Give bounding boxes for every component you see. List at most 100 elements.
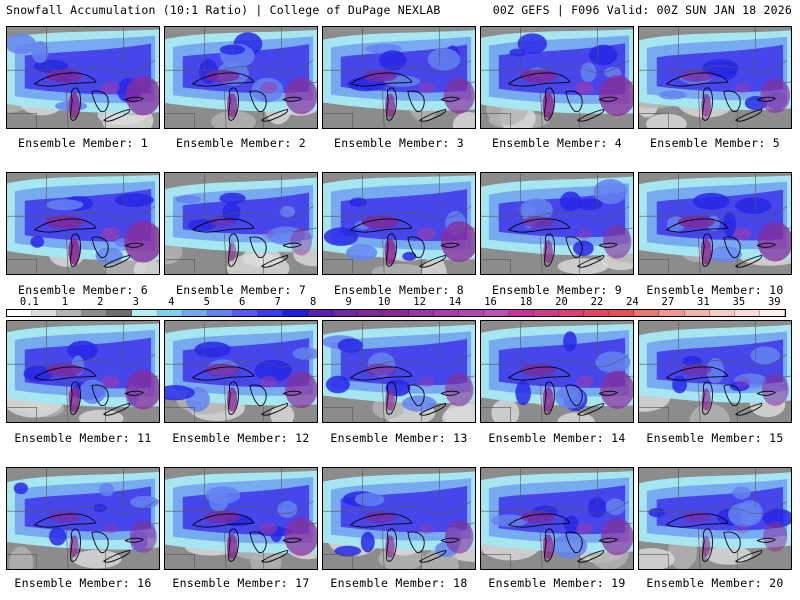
snowfall-map: [165, 173, 317, 274]
snow-blob: [580, 62, 597, 83]
ensemble-member-map: [638, 26, 792, 129]
legend-color-swatch: [458, 310, 484, 316]
state-border: [65, 526, 69, 569]
legend-color-swatch: [383, 310, 409, 316]
great-lake-outline: [598, 96, 619, 102]
legend-tick-label: 8: [309, 296, 317, 308]
state-border: [380, 206, 472, 220]
ensemble-member-caption: Ensemble Member: 6: [17, 283, 149, 297]
lake-effect-superior: [681, 511, 711, 523]
great-lake-outline: [598, 242, 619, 248]
snow-blob: [48, 527, 67, 546]
snow-blob: [30, 235, 45, 248]
great-lake-outline: [419, 108, 447, 122]
state-border: [767, 227, 791, 233]
legend-color-swatch: [182, 310, 208, 316]
snow-blob: [130, 495, 159, 509]
heavy-snow-east: [124, 220, 159, 263]
heavy-snow-core: [418, 82, 435, 94]
legend-color-swatch: [358, 310, 384, 316]
light-snow-area: [639, 548, 675, 569]
heavy-snow-east: [761, 373, 789, 406]
great-lake-outline: [723, 531, 741, 554]
great-lake-outline: [565, 531, 583, 554]
state-border: [539, 379, 543, 422]
snow-blob: [573, 240, 594, 256]
heavy-snow-core: [260, 375, 278, 388]
great-lake-outline: [544, 528, 555, 562]
state-border: [135, 81, 159, 87]
light-snow-area: [9, 546, 34, 569]
state-border: [451, 375, 475, 381]
legend-tick-label: 1: [61, 296, 69, 308]
great-lake-outline: [191, 513, 255, 528]
legend-color-swatch: [308, 310, 334, 316]
snowfall-map: [7, 27, 159, 128]
snowfall-map: [481, 468, 633, 569]
snow-blob: [360, 531, 375, 553]
light-snow-area: [78, 409, 124, 422]
heavy-snow-core: [419, 523, 435, 535]
light-snow-area: [646, 113, 687, 128]
state-border: [609, 227, 633, 233]
great-lake-outline: [249, 384, 267, 407]
great-lake-outline: [440, 242, 461, 248]
legend-color-swatch: [283, 310, 309, 316]
legend-tick-label: 5: [203, 296, 210, 308]
snow-blob: [13, 482, 28, 495]
heavy-snow-core: [260, 81, 278, 94]
snow-blob: [732, 486, 751, 500]
great-lake-outline: [419, 402, 447, 416]
lake-effect-superior: [363, 70, 398, 83]
great-lake-outline: [702, 87, 713, 121]
great-lake-outline: [261, 108, 289, 122]
lake-effect-michigan: [68, 386, 80, 413]
state-border: [696, 354, 788, 368]
snowfall-map: [639, 173, 791, 274]
legend-tick-label: 14: [448, 296, 462, 308]
snow-blob: [266, 226, 305, 245]
heavy-snow-core: [259, 522, 278, 535]
great-lake-outline: [756, 537, 777, 543]
state-border: [481, 112, 511, 128]
snowfall-map: [165, 321, 317, 422]
great-lake-outline: [507, 513, 571, 528]
state-border: [165, 69, 225, 75]
snow-blob: [346, 244, 378, 261]
heavy-snow-core: [417, 227, 436, 241]
state-border: [223, 526, 227, 569]
state-border: [222, 354, 314, 368]
state-border: [293, 81, 317, 87]
state-border: [381, 526, 385, 569]
snow-blob: [722, 211, 737, 238]
snow-blob: [279, 205, 296, 218]
legend-tick-label: 39: [767, 296, 781, 308]
great-lake-outline: [228, 528, 239, 562]
state-border: [7, 69, 67, 75]
lake-effect-michigan: [226, 533, 238, 559]
legend-color-swatch: [584, 310, 610, 316]
legend-color-swatch: [609, 310, 635, 316]
ensemble-member-map: [6, 320, 160, 423]
great-lake-outline: [70, 87, 81, 121]
ensemble-member-map: [480, 320, 634, 423]
legend-color-swatch: [157, 310, 183, 316]
state-border: [135, 375, 159, 381]
ensemble-member-map: [322, 320, 476, 423]
great-lake-outline: [419, 254, 447, 268]
snow-blob: [114, 193, 154, 207]
great-lake-outline: [565, 236, 583, 259]
snowfall-map: [323, 27, 475, 128]
snow-blob: [219, 192, 246, 205]
legend-color-swatch: [207, 310, 233, 316]
great-lake-outline: [91, 90, 109, 113]
legend-color-swatch: [684, 310, 710, 316]
great-lake-outline: [598, 390, 619, 396]
lake-effect-superior: [208, 217, 236, 227]
snow-blob: [509, 48, 527, 57]
legend-color-swatch: [759, 310, 785, 316]
state-border: [165, 363, 225, 369]
forecast-valid-time: 00Z GEFS | F096 Valid: 00Z SUN JAN 18 20…: [492, 3, 792, 17]
state-border: [64, 501, 156, 515]
snow-blob: [402, 251, 417, 261]
